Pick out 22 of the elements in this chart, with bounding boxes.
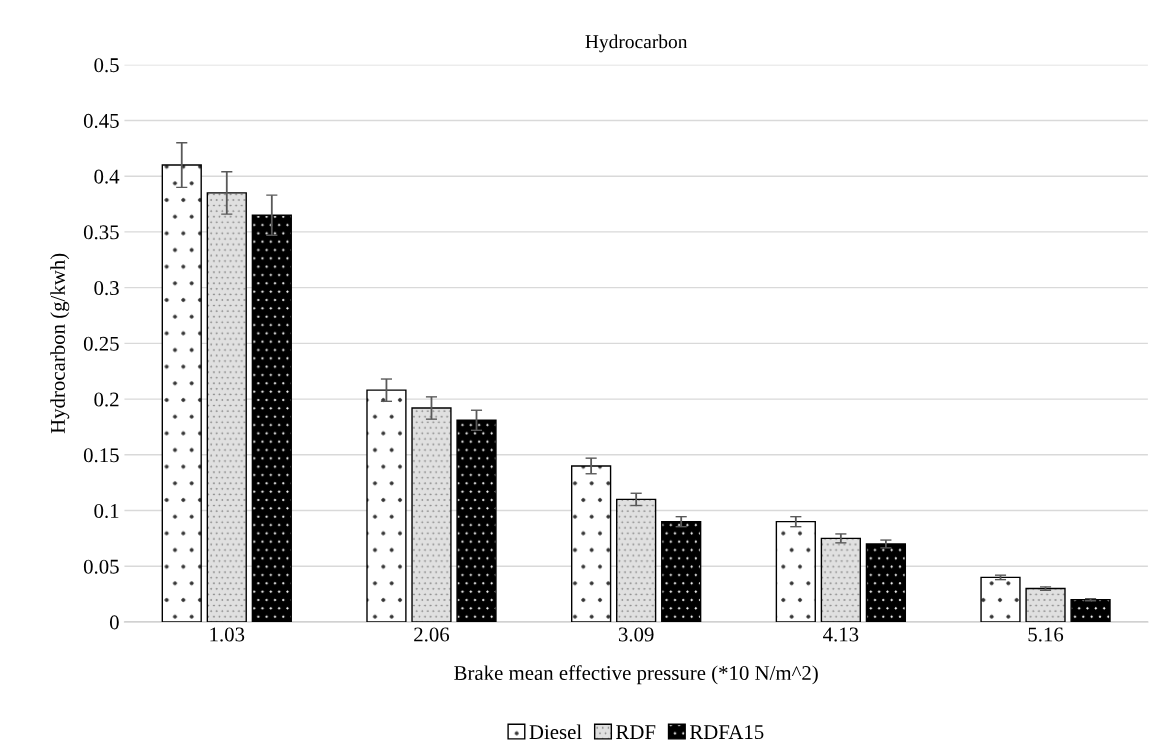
y-tick-label: 0.1 xyxy=(94,503,119,519)
x-tick-label: 3.09 xyxy=(618,627,654,642)
legend-label: Diesel xyxy=(529,724,582,740)
legend-label: RDFA15 xyxy=(689,725,764,740)
y-tick-label: 0.45 xyxy=(83,113,119,128)
y-tick-label: 0.35 xyxy=(83,225,119,240)
x-axis-title: Brake mean effective pressure (*10 N/m^2) xyxy=(454,665,818,685)
legend-label: RDF xyxy=(616,725,656,739)
y-axis-title: Hydrocarbon (g/kwh) xyxy=(50,253,70,434)
y-tick-label: 0.4 xyxy=(94,169,120,184)
y-tick-label: 0.5 xyxy=(94,58,119,73)
x-tick-label: 4.13 xyxy=(823,627,859,642)
chart-title: Hydrocarbon xyxy=(585,34,688,53)
y-tick-label: 0.2 xyxy=(94,392,119,407)
x-tick-label: 2.06 xyxy=(414,627,450,642)
y-tick-label: 0.05 xyxy=(83,559,119,574)
y-tick-label: 0.3 xyxy=(94,281,119,296)
y-tick-label: 0.25 xyxy=(83,336,119,351)
x-tick-label: 1.03 xyxy=(210,627,245,642)
y-tick-label: 0.15 xyxy=(83,448,119,463)
x-tick-label: 5.16 xyxy=(1028,627,1064,642)
y-tick-label: 0 xyxy=(109,615,119,630)
